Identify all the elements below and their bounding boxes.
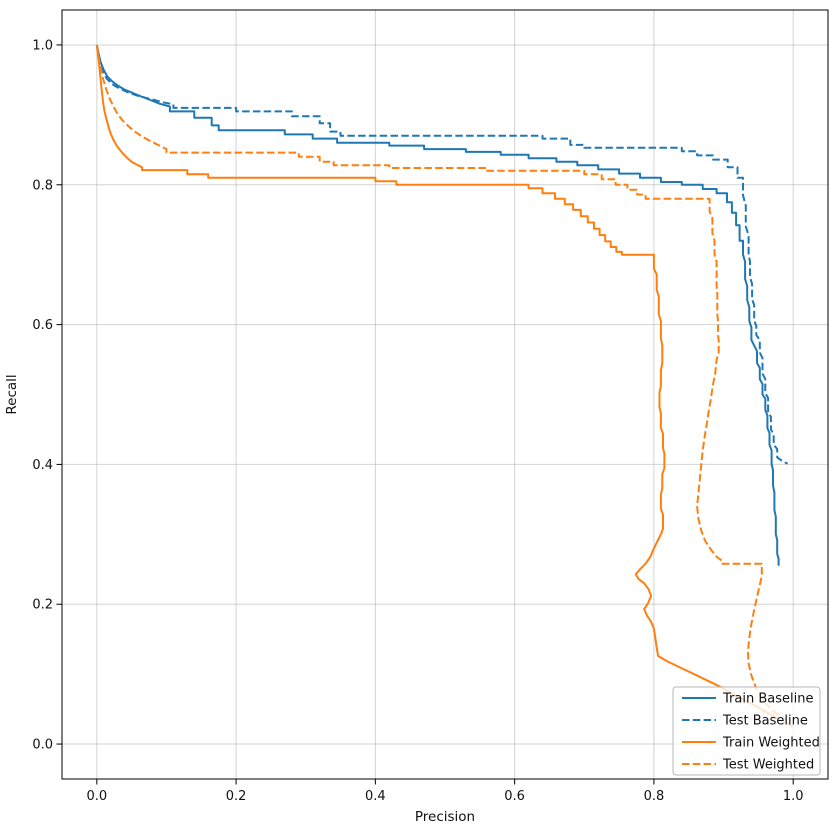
y-tick-label: 0.0	[32, 738, 53, 753]
legend-item-train-baseline: Train Baseline	[682, 692, 813, 707]
grid	[62, 10, 828, 779]
axis-ticks: 0.0 0.2 0.4 0.6 0.8 1.0 0.0 0.2 0.4 0.6 0.8 1.0	[32, 38, 803, 804]
legend-item-test-baseline: Test Baseline	[682, 714, 808, 729]
legend: Train Baseline Test Baseline Train Weighte…	[672, 686, 821, 776]
series-lines	[95, 44, 794, 728]
x-tick-label: 0.2	[226, 789, 247, 804]
plot-frame	[61, 9, 829, 780]
legend-label: Train Weighted	[722, 736, 820, 751]
legend-label: Train Baseline	[722, 692, 813, 707]
legend-box	[672, 686, 821, 776]
legend-item-train-weighted: Train Weighted	[682, 736, 820, 751]
legend-item-test-weighted: Test Weighted	[682, 758, 814, 773]
series-test-baseline	[95, 44, 789, 465]
series-train-baseline	[95, 44, 780, 566]
y-tick-label: 0.4	[32, 458, 53, 473]
x-tick-label: 0.4	[365, 789, 386, 804]
series-test-weighted	[95, 44, 791, 723]
y-tick-label: 0.2	[32, 598, 53, 613]
legend-label: Test Baseline	[722, 714, 808, 729]
x-tick-label: 0.0	[86, 789, 107, 804]
legend-label: Test Weighted	[722, 758, 814, 773]
y-tick-label: 0.6	[32, 318, 53, 333]
x-tick-label: 0.6	[504, 789, 525, 804]
x-tick-label: 1.0	[783, 789, 804, 804]
y-tick-label: 1.0	[32, 38, 53, 53]
y-axis-label: Recall	[4, 374, 20, 414]
series-train-weighted	[95, 44, 794, 728]
x-tick-label: 0.8	[644, 789, 665, 804]
y-tick-label: 0.8	[32, 178, 53, 193]
x-axis-label: Precision	[415, 809, 475, 825]
